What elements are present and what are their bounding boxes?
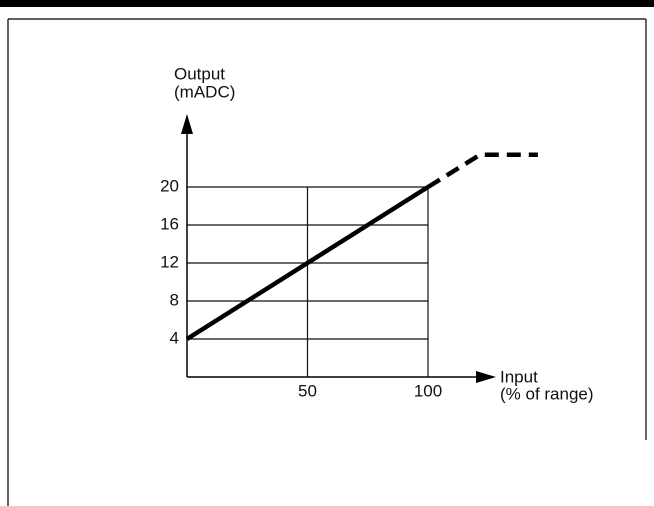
x-axis-arrow — [476, 371, 496, 383]
x-axis-label: Input — [500, 367, 538, 386]
y-tick-label: 4 — [170, 328, 179, 347]
y-tick-label: 16 — [160, 214, 179, 233]
y-axis-label: (mADC) — [174, 82, 235, 101]
y-axis-label: Output — [174, 64, 225, 83]
y-tick-label: 20 — [160, 176, 179, 195]
y-tick-label: 12 — [160, 252, 179, 271]
x-tick-label: 100 — [414, 381, 442, 400]
y-axis-arrow — [181, 114, 193, 134]
x-tick-label: 50 — [298, 381, 317, 400]
line — [185, 185, 430, 341]
x-axis-label: (% of range) — [500, 384, 594, 403]
line — [426, 152, 538, 189]
y-tick-label: 8 — [170, 290, 179, 309]
top-bar — [0, 0, 654, 7]
